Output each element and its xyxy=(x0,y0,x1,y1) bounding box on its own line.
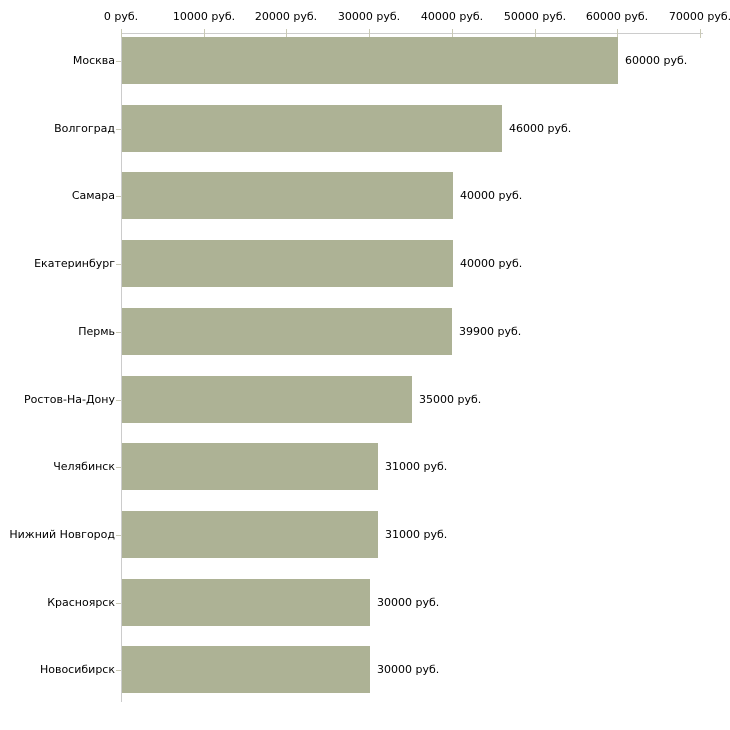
value-label: 39900 руб. xyxy=(459,325,522,338)
x-axis-tick-label: 40000 руб. xyxy=(420,10,484,23)
category-label: Ростов-На-Дону xyxy=(23,393,115,406)
y-axis-tick xyxy=(116,400,121,401)
bar xyxy=(122,579,370,626)
category-label: Красноярск xyxy=(47,596,115,609)
x-axis-tick-label: 60000 руб. xyxy=(585,10,649,23)
value-label: 40000 руб. xyxy=(460,189,523,202)
value-label: 35000 руб. xyxy=(419,393,482,406)
x-axis-tick xyxy=(535,29,536,38)
x-axis-line xyxy=(121,33,703,34)
category-label: Екатеринбург xyxy=(34,257,115,270)
x-axis-tick xyxy=(286,29,287,38)
category-label: Нижний Новгород xyxy=(9,528,115,541)
category-label: Самара xyxy=(71,189,115,202)
y-axis-line xyxy=(121,33,122,702)
x-axis-tick-label: 70000 руб. xyxy=(668,10,730,23)
y-axis-tick xyxy=(116,670,121,671)
value-label: 30000 руб. xyxy=(377,663,440,676)
y-axis-tick xyxy=(116,129,121,130)
x-axis-tick xyxy=(452,29,453,38)
bar xyxy=(122,105,502,152)
bar xyxy=(122,443,378,490)
value-label: 30000 руб. xyxy=(377,596,440,609)
bar xyxy=(122,511,378,558)
bar xyxy=(122,646,370,693)
category-label: Волгоград xyxy=(54,122,115,135)
x-axis-tick xyxy=(617,29,618,38)
category-label: Пермь xyxy=(78,325,115,338)
y-axis-tick xyxy=(116,535,121,536)
bar xyxy=(122,308,452,355)
value-label: 40000 руб. xyxy=(460,257,523,270)
x-axis-tick-label: 50000 руб. xyxy=(503,10,567,23)
x-axis-tick xyxy=(121,29,122,38)
value-label: 31000 руб. xyxy=(385,460,448,473)
bar xyxy=(122,172,453,219)
y-axis-tick xyxy=(116,61,121,62)
x-axis-tick xyxy=(204,29,205,38)
value-label: 31000 руб. xyxy=(385,528,448,541)
y-axis-tick xyxy=(116,264,121,265)
x-axis-tick-label: 20000 руб. xyxy=(254,10,318,23)
value-label: 60000 руб. xyxy=(625,54,688,67)
category-label: Москва xyxy=(72,54,115,67)
category-label: Новосибирск xyxy=(39,663,115,676)
x-axis-tick-label: 30000 руб. xyxy=(337,10,401,23)
bar xyxy=(122,376,412,423)
category-label: Челябинск xyxy=(53,460,115,473)
y-axis-tick xyxy=(116,196,121,197)
x-axis-tick-label: 0 руб. xyxy=(103,10,139,23)
y-axis-tick xyxy=(116,467,121,468)
x-axis-tick xyxy=(369,29,370,38)
y-axis-tick xyxy=(116,603,121,604)
bar xyxy=(122,37,618,84)
x-axis-tick xyxy=(700,29,701,38)
value-label: 46000 руб. xyxy=(509,122,572,135)
bar xyxy=(122,240,453,287)
y-axis-tick xyxy=(116,332,121,333)
x-axis-tick-label: 10000 руб. xyxy=(172,10,236,23)
